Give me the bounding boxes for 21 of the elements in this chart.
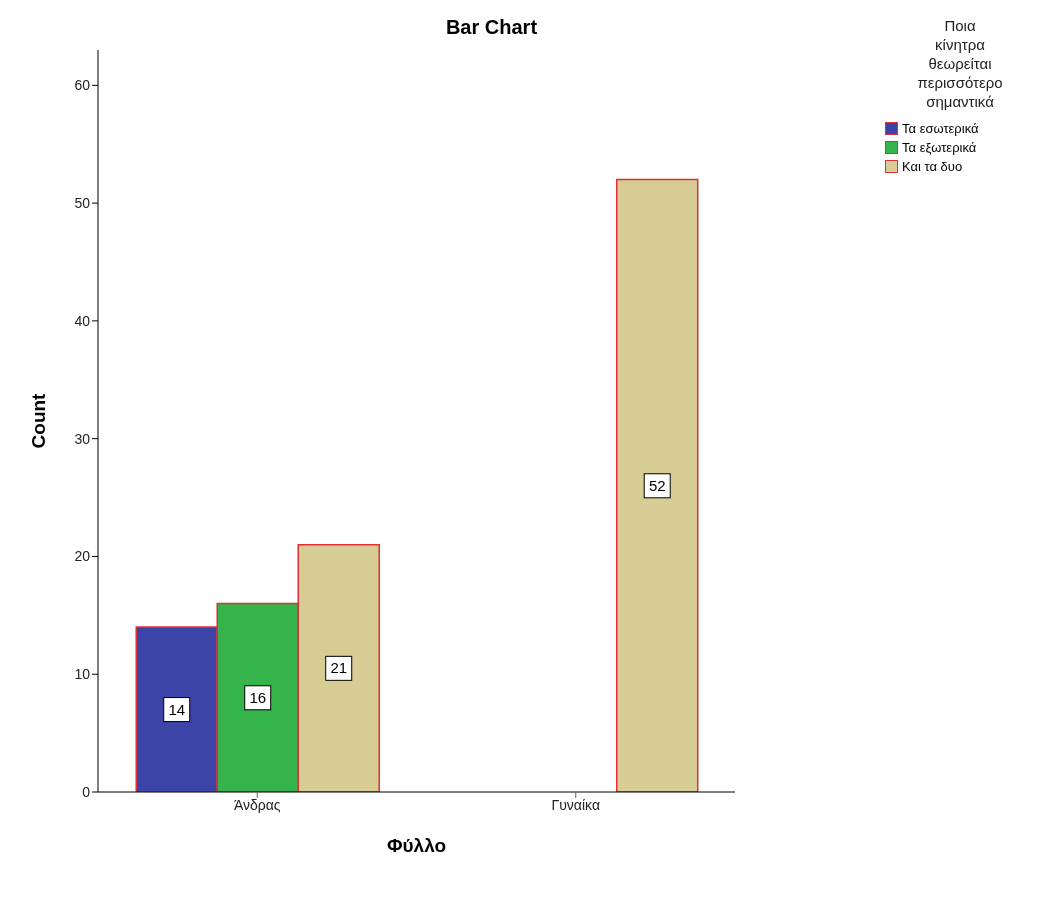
x-tick-label: Γυναίκα <box>551 796 600 813</box>
bar <box>615 178 699 792</box>
legend-label: Τα εξωτερικά <box>902 140 977 155</box>
y-tick-label: 30 <box>74 430 91 447</box>
data-label: 21 <box>330 659 348 677</box>
data-label: 52 <box>648 476 666 494</box>
x-tick-label: Άνδρας <box>233 796 281 813</box>
y-tick-label: 0 <box>82 783 91 800</box>
legend-label: Και τα δυο <box>902 159 963 174</box>
legend-label: Τα εσωτερικά <box>902 121 979 136</box>
chart-title: Bar Chart <box>444 16 539 39</box>
x-axis-title: Φύλλο <box>386 835 447 856</box>
y-axis-title: Count <box>27 392 49 449</box>
y-tick-label: 60 <box>74 77 91 94</box>
legend-title: Ποια κίνητρα θεωρείται περισσότερο σημαντικά <box>916 16 1004 111</box>
y-tick-label: 10 <box>74 666 91 683</box>
y-tick-label: 50 <box>74 195 91 212</box>
y-tick-label: 40 <box>74 312 91 329</box>
data-label: 14 <box>168 700 186 718</box>
data-label: 16 <box>249 688 267 706</box>
y-tick-label: 20 <box>74 548 91 565</box>
